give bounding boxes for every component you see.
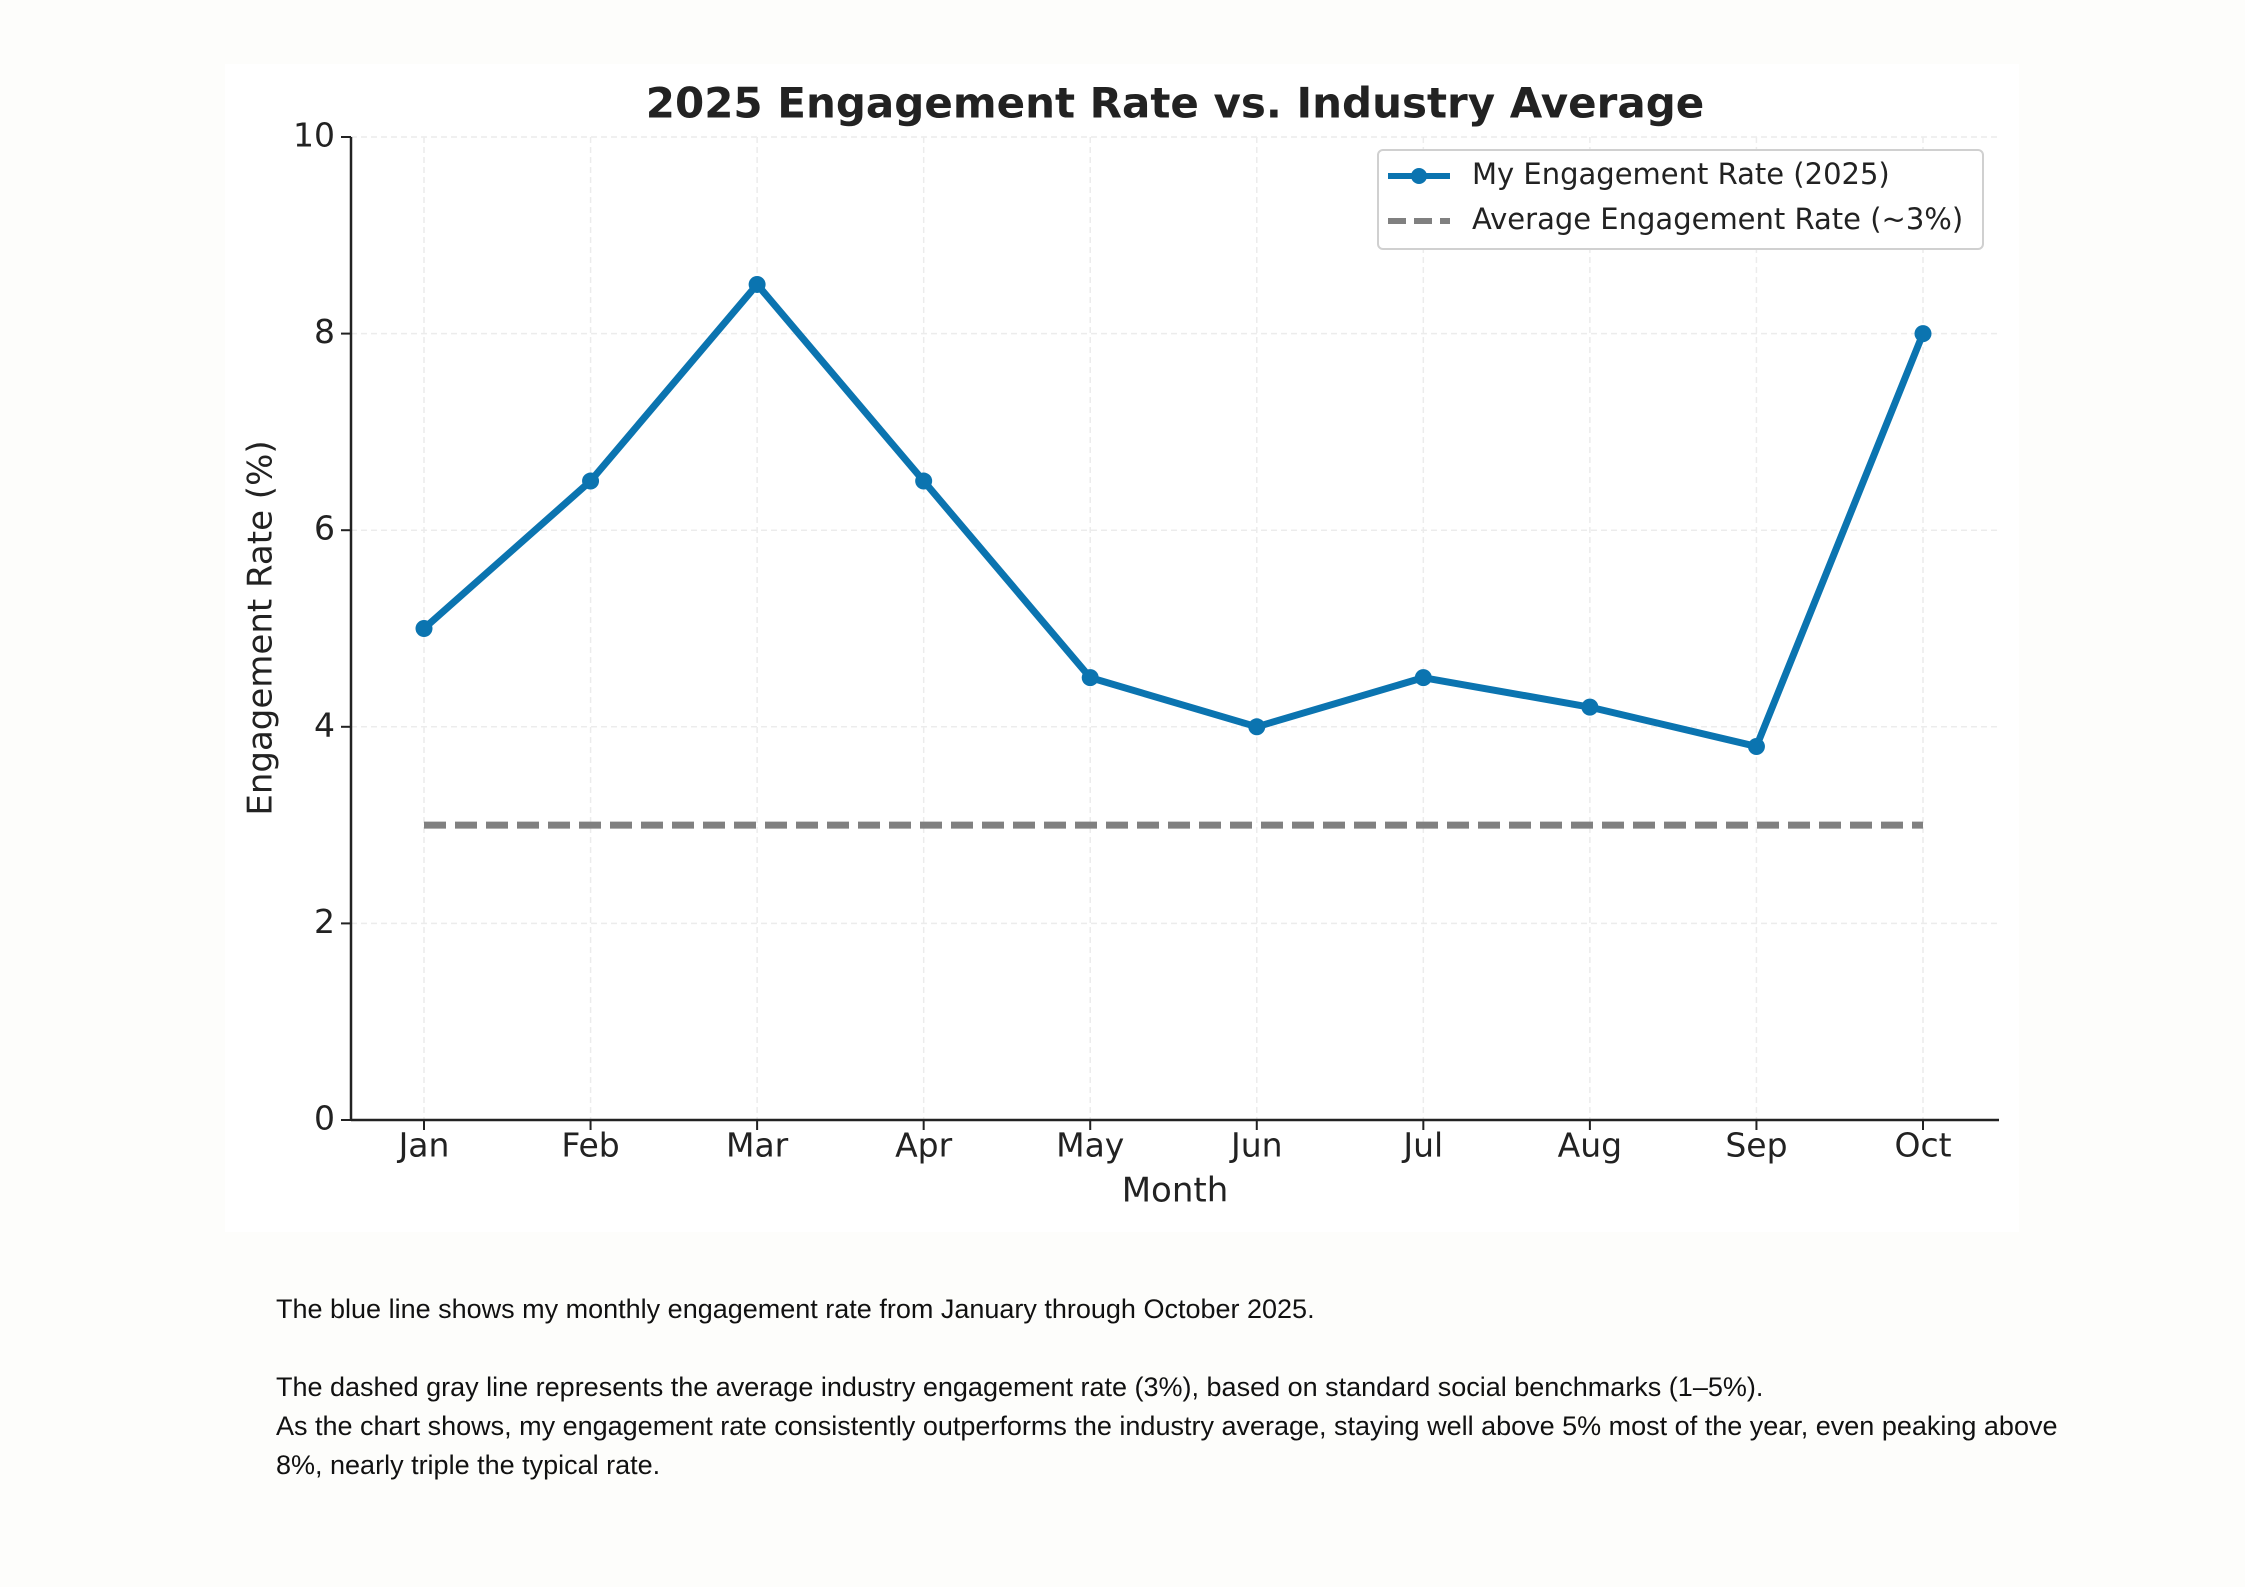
- y-tick-label: 6: [314, 509, 335, 548]
- y-tick-label: 8: [314, 312, 335, 351]
- x-tick-label: Oct: [1894, 1126, 1951, 1165]
- y-tick-label: 2: [314, 902, 335, 941]
- point: [582, 472, 600, 490]
- point: [415, 620, 433, 637]
- x-tick-label: Jul: [1401, 1126, 1443, 1165]
- description: The blue line shows my monthly engagemen…: [276, 1290, 2086, 1485]
- series-line: [421, 280, 1927, 750]
- chart-background: [225, 64, 2019, 1232]
- x-tick-label: Apr: [895, 1126, 953, 1165]
- y-tick-label: 4: [314, 705, 335, 744]
- legend-marker: [1411, 168, 1427, 184]
- chart-title: 2025 Engagement Rate vs. Industry Averag…: [646, 79, 1705, 128]
- x-tick-label: Aug: [1558, 1126, 1622, 1165]
- paragraph: The blue line shows my monthly engagemen…: [276, 1294, 1315, 1324]
- paragraph: The dashed gray line represents the aver…: [276, 1372, 1764, 1402]
- legend-label: My Engagement Rate (2025): [1472, 157, 1890, 191]
- point: [748, 275, 766, 293]
- legend-box: [1377, 149, 1984, 250]
- x-tick-label: Jun: [1229, 1126, 1283, 1165]
- chart: 2025 Engagement Rate vs. Industry Averag…: [225, 64, 2019, 1232]
- x-axis-label: Month: [1122, 1171, 1229, 1211]
- point: [1414, 669, 1432, 687]
- x-tick-label: Mar: [726, 1126, 789, 1165]
- x-tick-label: May: [1056, 1126, 1124, 1165]
- point: [1081, 669, 1099, 687]
- x-tick-label: Jan: [397, 1126, 450, 1165]
- point: [1581, 698, 1599, 716]
- x-tick-label: Sep: [1725, 1126, 1787, 1165]
- point: [1747, 737, 1765, 755]
- point: [915, 472, 933, 490]
- y-tick-label: 10: [293, 116, 335, 155]
- legend-label: Average Engagement Rate (~3%): [1472, 202, 1963, 236]
- y-axis-label: Engagement Rate (%): [241, 440, 281, 815]
- y-tick-label: 0: [314, 1099, 335, 1138]
- x-tick-label: Feb: [561, 1126, 619, 1165]
- point: [1914, 325, 1932, 343]
- paragraph: As the chart shows, my engagement rate c…: [276, 1411, 2058, 1480]
- point: [1248, 718, 1266, 736]
